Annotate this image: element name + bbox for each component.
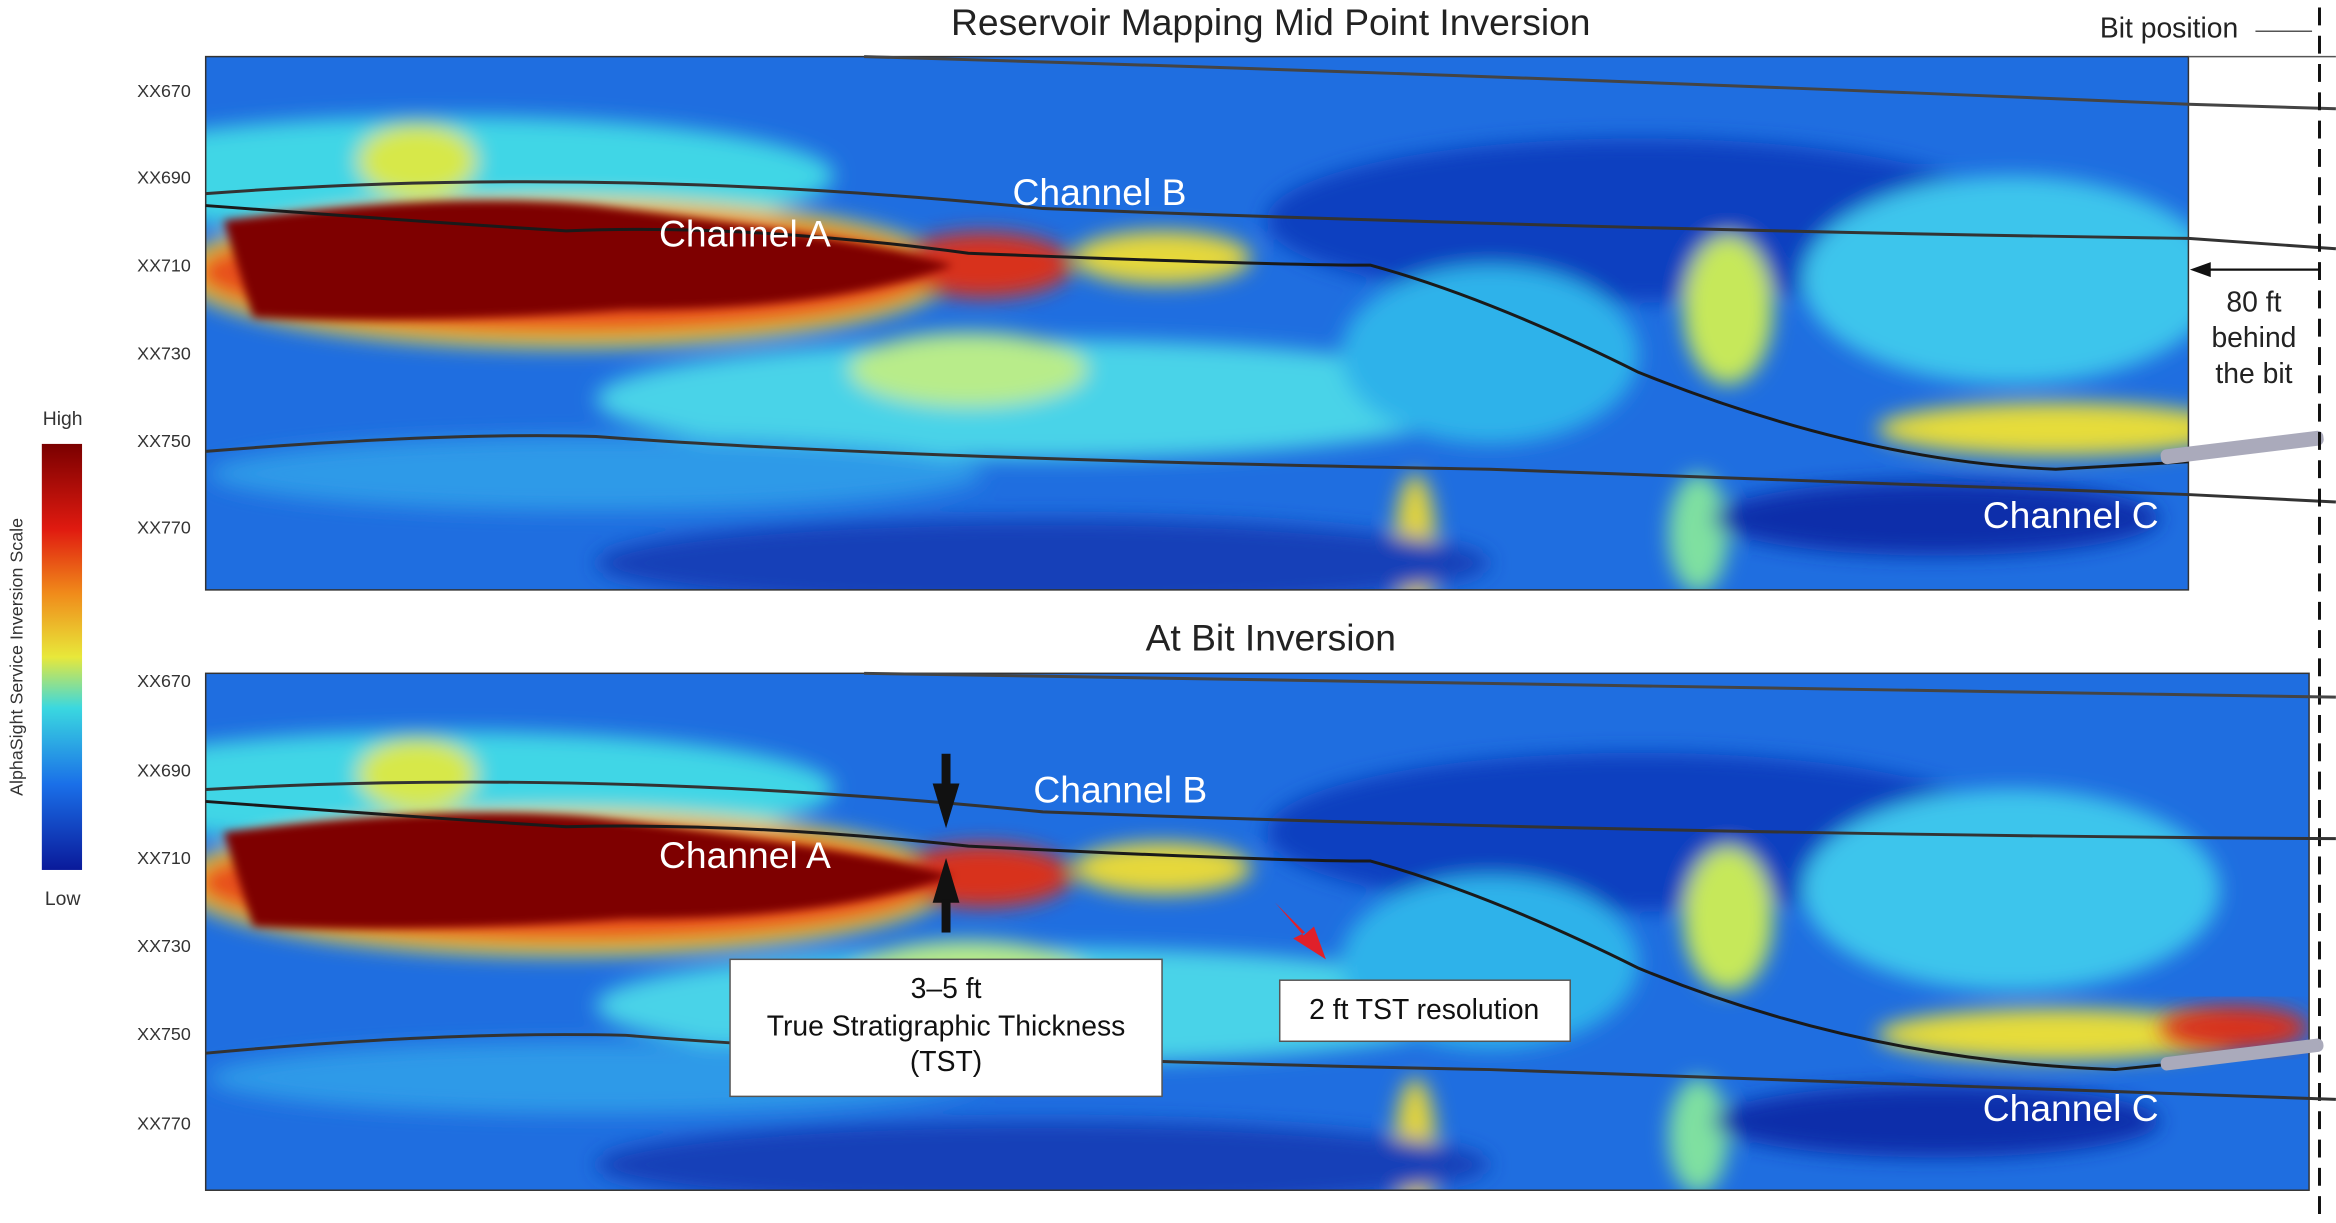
bit-position-label: Bit position: [2100, 11, 2238, 43]
depth-label: XX750: [137, 431, 191, 451]
panel-title: At Bit Inversion: [1146, 616, 1396, 658]
callout-text: 2 ft TST resolution: [1309, 993, 1539, 1025]
depth-label: XX670: [137, 81, 191, 101]
behind-bit-note: behind: [2211, 321, 2296, 353]
depth-label: XX710: [137, 255, 191, 275]
channel-label: Channel B: [1033, 768, 1207, 810]
channel-label: Channel C: [1983, 1087, 2159, 1129]
depth-label: XX770: [137, 518, 191, 538]
depth-label: XX690: [137, 167, 191, 187]
depth-axis: XX670 XX690 XX710 XX730 XX750 XX770: [137, 671, 191, 1133]
panel-mid-point: Reservoir Mapping Mid Point Inversion Ch…: [137, 1, 2336, 591]
scale-title: AlphaSight Service Inversion Scale: [7, 518, 27, 796]
depth-label: XX670: [137, 671, 191, 691]
behind-bit-note: 80 ft: [2226, 285, 2281, 317]
behind-bit-note: the bit: [2215, 357, 2292, 389]
callout-text: True Stratigraphic Thickness: [767, 1009, 1126, 1041]
callout-box: [1278, 979, 1571, 1043]
color-scale: High Low AlphaSight Service Inversion Sc…: [7, 408, 83, 910]
channel-label: Channel A: [659, 834, 831, 876]
depth-label: XX730: [137, 936, 191, 956]
channel-label: Channel B: [1013, 171, 1187, 213]
depth-label: XX690: [137, 760, 191, 780]
scale-high: High: [43, 408, 83, 430]
depth-label: XX730: [137, 343, 191, 363]
channel-label: Channel A: [659, 213, 831, 255]
callout-box: [729, 958, 1163, 1098]
scale-low: Low: [45, 888, 82, 910]
callout-text: 3–5 ft: [911, 972, 982, 1004]
depth-label: XX750: [137, 1024, 191, 1044]
depth-label: XX770: [137, 1113, 191, 1133]
callout-text: (TST): [910, 1045, 982, 1077]
panel-at-bit: At Bit Inversion Channel A Channel B Cha…: [137, 616, 2336, 1191]
channel-label: Channel C: [1983, 494, 2159, 536]
depth-label: XX710: [137, 848, 191, 868]
horizons: [205, 55, 2336, 504]
panel-title: Reservoir Mapping Mid Point Inversion: [951, 1, 1590, 43]
depth-axis: XX670 XX690 XX710 XX730 XX750 XX770: [137, 81, 191, 537]
